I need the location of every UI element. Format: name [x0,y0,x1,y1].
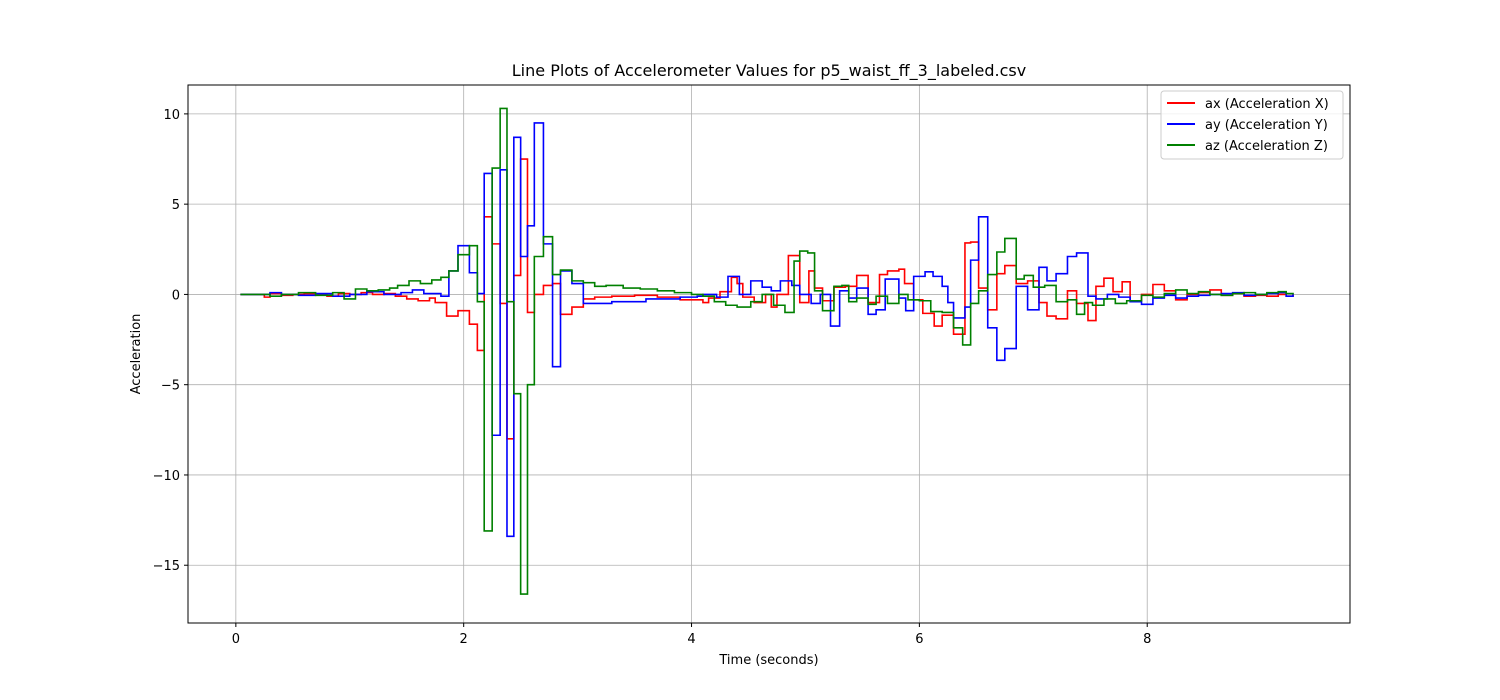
y-tick-label: −15 [153,559,180,574]
series-group [240,107,1294,595]
legend-box [1160,90,1344,160]
legend-label: az (Acceleration Z) [1205,139,1328,154]
ticks: 0 2 4 6 8 10 5 0 −5 −10 −15 [153,108,1152,647]
legend-label: ax (Acceleration X) [1205,97,1329,112]
legend-label: ay (Acceleration Y) [1205,118,1328,133]
y-tick-label: −10 [153,469,180,484]
y-tick-label: −5 [161,379,180,394]
y-tick-label: 10 [163,108,180,123]
y-axis-label: Acceleration [129,314,144,395]
series-line-3 [240,107,1294,595]
legend: ax (Acceleration X) ay (Acceleration Y) az… [1160,90,1344,160]
x-tick-label: 8 [1143,632,1151,647]
y-tick-label: 5 [172,198,180,213]
x-tick-label: 6 [915,632,923,647]
chart-title: Line Plots of Accelerometer Values for p… [512,61,1026,81]
x-tick-label: 2 [460,632,468,647]
plot-frame [187,84,1351,624]
x-tick-label: 0 [232,632,240,647]
x-tick-label: 4 [687,632,695,647]
x-axis-label: Time (seconds) [718,653,818,668]
y-tick-label: 0 [172,288,180,303]
